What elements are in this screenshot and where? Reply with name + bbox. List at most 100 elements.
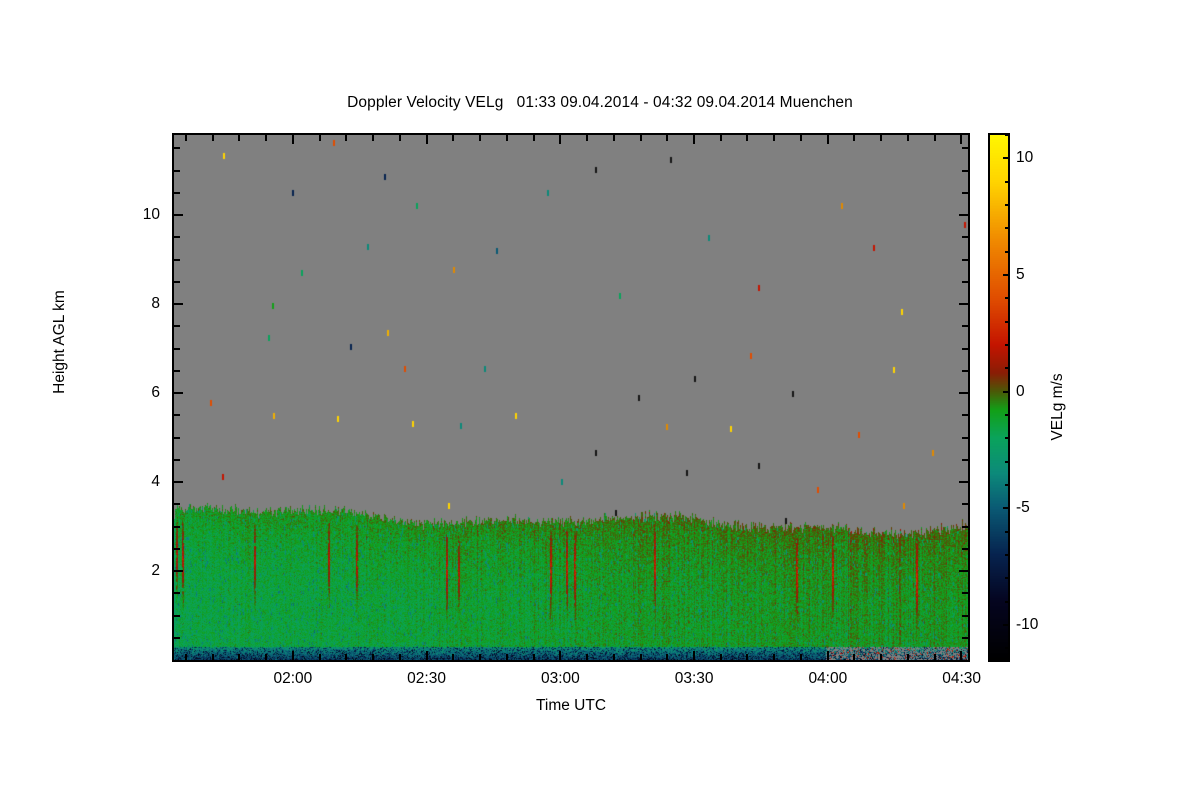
x-tick-bottom (505, 654, 508, 660)
colorbar-tick (1005, 344, 1008, 346)
x-tick-top (853, 135, 856, 141)
y-tick-left (174, 347, 180, 350)
y-tick-right (962, 436, 968, 439)
y-tick-right (959, 570, 968, 573)
x-tick-bottom (318, 654, 321, 660)
chart-title: Doppler Velocity VELg 01:33 09.04.2014 -… (347, 94, 853, 111)
x-tick-top (318, 135, 321, 141)
y-tick-label: 10 (142, 206, 160, 224)
x-tick-label: 02:00 (273, 670, 313, 687)
x-tick-top (719, 135, 722, 141)
x-tick-bottom (398, 654, 401, 660)
x-tick-top (906, 135, 909, 141)
x-tick-top (532, 135, 535, 141)
colorbar-tick (1003, 390, 1008, 393)
x-tick-top (398, 135, 401, 141)
y-tick-right (962, 503, 968, 506)
y-tick-left (174, 214, 183, 217)
colorbar-tick (1005, 577, 1008, 580)
x-tick-top (291, 135, 294, 144)
y-tick-right (962, 414, 968, 417)
x-tick-top (238, 135, 241, 141)
x-tick-top (746, 135, 749, 141)
x-tick-bottom (880, 654, 883, 660)
colorbar-tick (1005, 180, 1008, 183)
y-tick-left (174, 258, 180, 261)
y-tick-right (959, 481, 968, 484)
y-tick-right (962, 325, 968, 328)
y-tick-left (174, 147, 180, 150)
y-tick-right (962, 636, 968, 639)
y-tick-left (174, 436, 180, 439)
colorbar-tick (1003, 624, 1008, 626)
y-tick-left (174, 414, 180, 417)
x-tick-bottom (612, 654, 615, 660)
x-axis-title: Time UTC (535, 697, 607, 714)
y-tick-label: 2 (151, 562, 160, 580)
y-tick-left (174, 236, 180, 239)
x-tick-bottom (666, 654, 669, 660)
y-tick-right (962, 592, 968, 595)
y-tick-label: 6 (151, 384, 160, 402)
x-tick-label: 04:00 (808, 670, 848, 687)
colorbar-tick-label: 5 (1016, 266, 1025, 283)
x-tick-top (586, 135, 589, 141)
colorbar-tick (1005, 204, 1008, 206)
x-tick-top (773, 135, 776, 141)
x-tick-bottom (452, 654, 455, 660)
y-tick-right (962, 369, 968, 372)
x-tick-bottom (238, 654, 241, 660)
x-tick-bottom (559, 651, 562, 660)
x-tick-label: 03:00 (540, 670, 580, 687)
y-tick-left (174, 636, 180, 639)
y-tick-right (959, 392, 968, 395)
x-tick-bottom (345, 654, 348, 660)
y-tick-left (174, 547, 180, 550)
y-tick-label: 4 (151, 473, 160, 491)
x-tick-top (505, 135, 508, 141)
y-tick-left (174, 525, 180, 528)
colorbar-tick (1005, 414, 1008, 416)
y-tick-left (174, 481, 183, 484)
x-tick-bottom (933, 654, 936, 660)
colorbar-tick (1005, 530, 1008, 533)
y-tick-label: 8 (151, 295, 160, 313)
x-tick-top (559, 135, 562, 144)
x-tick-top (345, 135, 348, 141)
x-tick-top (184, 135, 187, 141)
x-tick-bottom (906, 654, 909, 660)
colorbar-tick (1005, 367, 1008, 370)
x-tick-label: 04:30 (942, 670, 982, 687)
x-tick-bottom (692, 651, 695, 660)
x-tick-bottom (211, 654, 214, 660)
y-axis-title: Height AGL km (51, 290, 68, 394)
x-tick-bottom (265, 654, 268, 660)
colorbar-tick (1005, 227, 1008, 230)
x-tick-top (265, 135, 268, 141)
y-tick-left (174, 169, 180, 172)
x-tick-top (372, 135, 375, 141)
y-tick-left (174, 392, 183, 395)
x-tick-top (452, 135, 455, 141)
y-tick-right (962, 236, 968, 239)
y-tick-left (174, 570, 183, 573)
x-tick-bottom (719, 654, 722, 660)
colorbar (988, 133, 1010, 662)
x-tick-top (639, 135, 642, 141)
colorbar-tick (1005, 437, 1008, 440)
x-tick-top (211, 135, 214, 141)
y-tick-left (174, 325, 180, 328)
doppler-velocity-heatmap (174, 135, 968, 660)
x-tick-top (960, 135, 963, 144)
colorbar-tick (1005, 460, 1008, 463)
x-tick-bottom (372, 654, 375, 660)
y-tick-left (174, 458, 180, 461)
x-tick-top (612, 135, 615, 141)
x-tick-top (666, 135, 669, 141)
y-tick-right (962, 147, 968, 150)
y-tick-left (174, 303, 183, 306)
colorbar-tick (1003, 507, 1008, 510)
y-tick-right (959, 214, 968, 217)
x-tick-bottom (639, 654, 642, 660)
